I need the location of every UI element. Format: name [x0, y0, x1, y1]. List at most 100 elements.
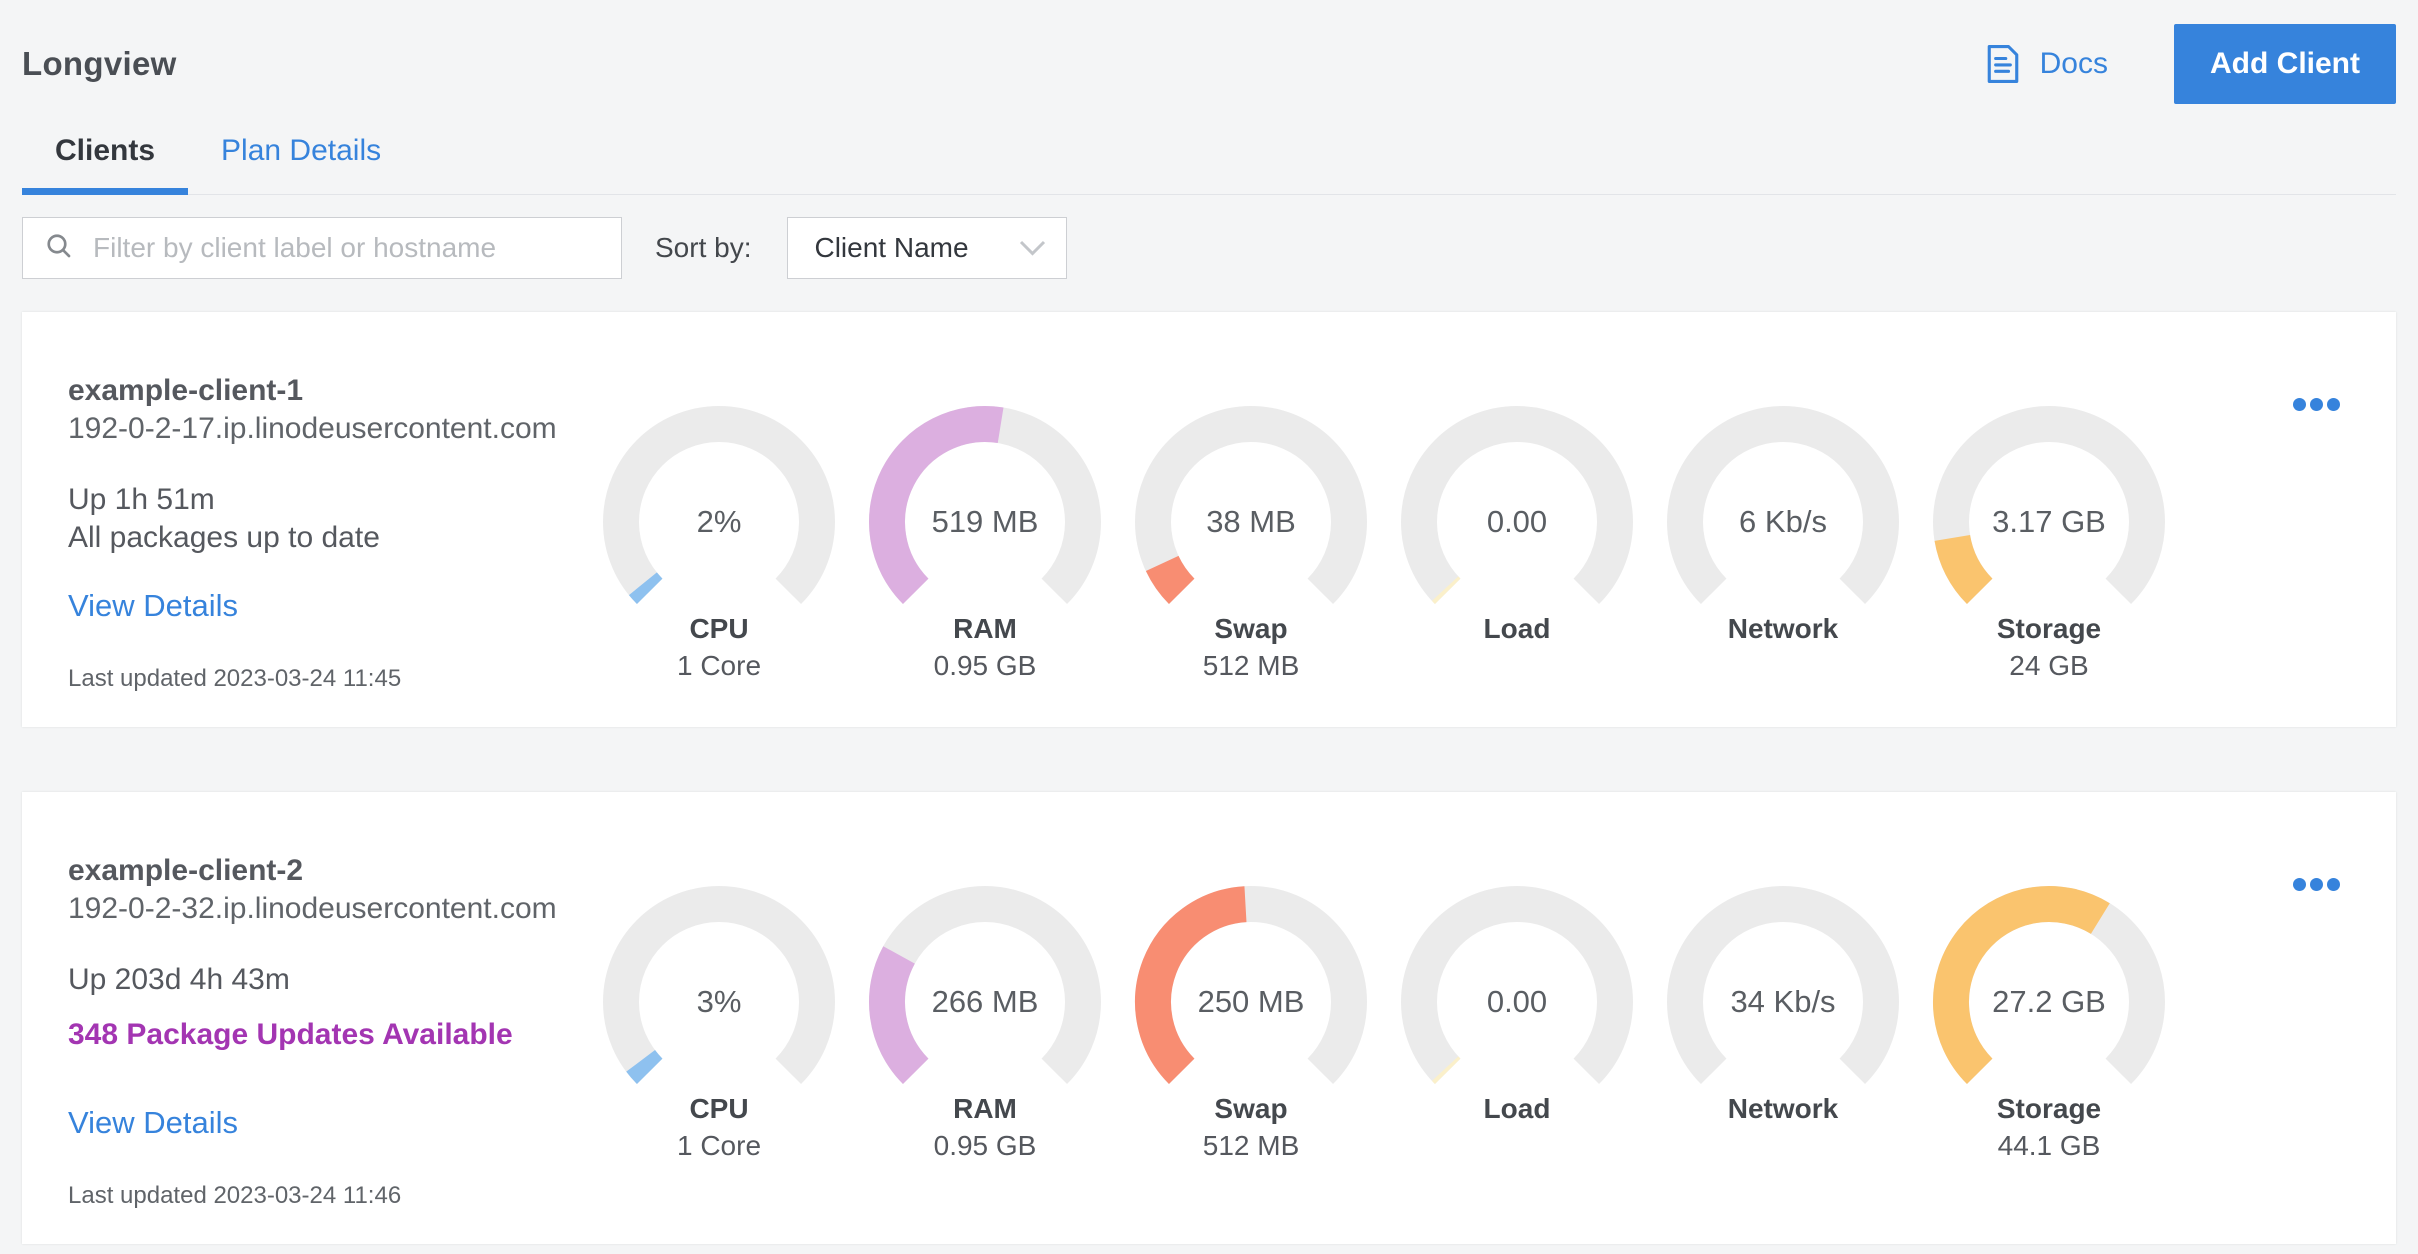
gauges-row: 3% CPU 1 Core 266 MB RAM 0.95 GB 250 MB Swap 5…	[601, 884, 2167, 1210]
client-card-example-client-1: example-client-1 192-0-2-17.ip.linodeuse…	[22, 312, 2396, 727]
gauge-storage: 27.2 GB Storage 44.1 GB	[1931, 884, 2167, 1164]
client-info: example-client-1 192-0-2-17.ip.linodeuse…	[68, 358, 588, 693]
gauge-value: 0.00	[1486, 984, 1548, 1019]
client-hostname: 192-0-2-17.ip.linodeusercontent.com	[68, 412, 557, 445]
gauge-value: 519 MB	[931, 504, 1039, 539]
ellipsis-dot	[2293, 878, 2306, 891]
gauge-storage: 3.17 GB Storage 24 GB	[1931, 404, 2167, 684]
add-client-button[interactable]: Add Client	[2174, 24, 2396, 104]
sort-select[interactable]: Client Name	[787, 217, 1068, 279]
search-icon	[43, 230, 75, 267]
sort-by-label: Sort by:	[655, 232, 752, 263]
view-details-link[interactable]: View Details	[68, 588, 239, 623]
page-title: Longview	[22, 45, 177, 82]
gauge-metric-label: Load	[1483, 613, 1551, 644]
gauge-value: 250 MB	[1197, 984, 1305, 1019]
gauge-capacity-label: 0.95 GB	[933, 650, 1037, 681]
gauge-labels: RAM 0.95 GB	[867, 1090, 1103, 1164]
gauge-capacity-label: 24 GB	[2009, 650, 2089, 681]
gauge-labels: Swap 512 MB	[1133, 610, 1369, 684]
gauge-capacity-label: 0.95 GB	[933, 1130, 1037, 1161]
ellipsis-dot	[2310, 398, 2323, 411]
gauge-network: 6 Kb/s Network	[1665, 404, 1901, 684]
view-details-link[interactable]: View Details	[68, 1105, 239, 1140]
client-name: example-client-1	[68, 374, 304, 407]
chevron-down-icon	[1019, 232, 1046, 264]
gauge-cpu: 2% CPU 1 Core	[601, 404, 837, 684]
tab-clients[interactable]: Clients	[22, 132, 189, 195]
gauge-swap: 250 MB Swap 512 MB	[1133, 884, 1369, 1164]
gauge-metric-label: Swap	[1214, 613, 1288, 644]
gauge-swap: 38 MB Swap 512 MB	[1133, 404, 1369, 684]
gauge-capacity-label: 512 MB	[1202, 650, 1300, 681]
gauge-metric-label: Load	[1483, 1093, 1551, 1124]
gauge-ram: 519 MB RAM 0.95 GB	[867, 404, 1103, 684]
active-tab-indicator	[22, 188, 189, 195]
client-uptime: Up 203d 4h 43m	[68, 963, 290, 996]
gauge-capacity-label	[1665, 1127, 1901, 1164]
gauge-capacity-label: 512 MB	[1202, 1130, 1300, 1161]
sort-select-value: Client Name	[814, 232, 969, 263]
gauge-metric-label: CPU	[689, 613, 749, 644]
last-updated: Last updated 2023-03-24 11:45	[68, 665, 402, 692]
filter-box	[22, 217, 622, 279]
client-packages-status: 348 Package Updates Available	[68, 1018, 513, 1051]
docs-label: Docs	[2039, 47, 2108, 80]
ellipsis-dot	[2327, 398, 2340, 411]
gauge-value: 2%	[696, 504, 742, 539]
client-hostname: 192-0-2-32.ip.linodeusercontent.com	[68, 892, 557, 925]
ellipsis-dot	[2327, 878, 2340, 891]
tab-clients-label: Clients	[55, 134, 156, 167]
gauge-labels: Network	[1665, 1090, 1901, 1164]
gauge-capacity-label	[1399, 1127, 1635, 1164]
gauge-capacity-label	[1665, 647, 1901, 684]
gauge-value: 38 MB	[1206, 504, 1296, 539]
gauge-value: 3%	[696, 984, 742, 1019]
client-packages-status: All packages up to date	[68, 521, 380, 554]
gauge-capacity-label: 1 Core	[676, 1130, 762, 1161]
gauge-metric-label: Storage	[1996, 1093, 2102, 1124]
gauge-labels: Network	[1665, 610, 1901, 684]
gauge-labels: Storage 24 GB	[1931, 610, 2167, 684]
client-actions-menu-button[interactable]	[2287, 872, 2346, 897]
gauge-load: 0.00 Load	[1399, 884, 1635, 1164]
tab-plan-details-label: Plan Details	[221, 134, 382, 167]
gauge-capacity-label	[1399, 647, 1635, 684]
client-actions-menu-button[interactable]	[2287, 392, 2346, 417]
gauge-ram: 266 MB RAM 0.95 GB	[867, 884, 1103, 1164]
gauge-metric-label: Swap	[1214, 1093, 1288, 1124]
client-uptime: Up 1h 51m	[68, 483, 215, 516]
toolbar: Sort by: Client Name	[22, 217, 2396, 279]
gauge-metric-label: Network	[1727, 613, 1839, 644]
ellipsis-dot	[2293, 398, 2306, 411]
last-updated: Last updated 2023-03-24 11:46	[68, 1182, 402, 1209]
gauge-metric-label: RAM	[953, 613, 1017, 644]
gauge-labels: Load	[1399, 1090, 1635, 1164]
client-info: example-client-2 192-0-2-32.ip.linodeuse…	[68, 838, 588, 1210]
ellipsis-dot	[2310, 878, 2323, 891]
gauge-value: 3.17 GB	[1992, 504, 2106, 539]
tab-plan-details[interactable]: Plan Details	[188, 132, 414, 194]
client-name: example-client-2	[68, 854, 304, 887]
header-actions: Docs Add Client	[1981, 24, 2396, 104]
gauge-value: 266 MB	[931, 984, 1039, 1019]
gauge-labels: Storage 44.1 GB	[1931, 1090, 2167, 1164]
gauge-cpu: 3% CPU 1 Core	[601, 884, 837, 1164]
gauge-labels: CPU 1 Core	[601, 610, 837, 684]
gauge-capacity-label: 44.1 GB	[1997, 1130, 2101, 1161]
gauge-metric-label: RAM	[953, 1093, 1017, 1124]
gauge-labels: Swap 512 MB	[1133, 1090, 1369, 1164]
client-card-example-client-2: example-client-2 192-0-2-32.ip.linodeuse…	[22, 792, 2396, 1244]
gauge-value: 0.00	[1486, 504, 1548, 539]
page-header: Longview Docs Add Client	[22, 0, 2396, 104]
tabs-bar: Clients Plan Details	[22, 132, 2396, 195]
docs-icon	[1981, 42, 2025, 86]
docs-link[interactable]: Docs	[1981, 42, 2108, 86]
gauges-row: 2% CPU 1 Core 519 MB RAM 0.95 GB 38 MB Swap 51…	[601, 404, 2167, 693]
gauge-capacity-label: 1 Core	[676, 650, 762, 681]
gauge-value: 34 Kb/s	[1730, 984, 1836, 1019]
filter-input[interactable]	[75, 232, 603, 264]
gauge-labels: RAM 0.95 GB	[867, 610, 1103, 684]
gauge-labels: CPU 1 Core	[601, 1090, 837, 1164]
